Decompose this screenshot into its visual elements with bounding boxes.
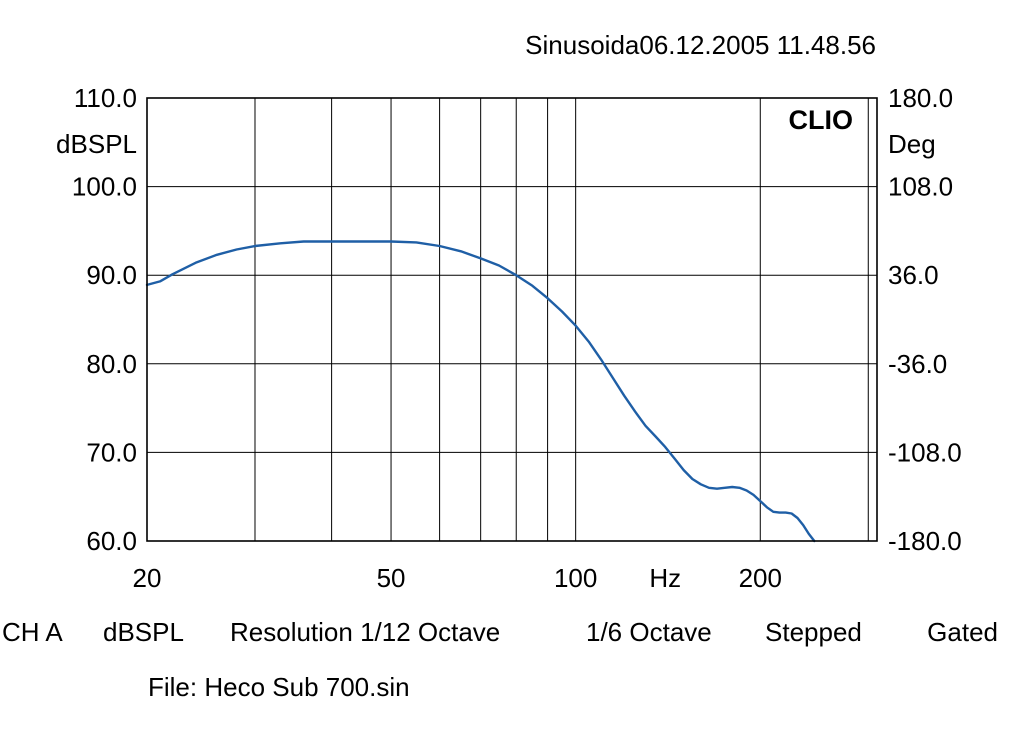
y2-tick-label: 36.0	[888, 260, 939, 290]
x-tick-label: 200	[739, 563, 782, 593]
y-tick-label: 60.0	[86, 526, 137, 556]
y-tick-label: 100.0	[72, 172, 137, 202]
x-tick-label: 100	[554, 563, 597, 593]
tick-label-layer: 60.0 -180.0 70.0 -108.0 80.0 -36.0 90.0 36.0 100…	[72, 83, 962, 593]
y2-tick-label: 108.0	[888, 172, 953, 202]
spl-response-curve	[145, 240, 816, 543]
y-tick-label: 80.0	[86, 349, 137, 379]
y-tick-label: 110.0	[74, 83, 137, 113]
y-tick-label: 70.0	[86, 437, 137, 467]
y2-axis-label: Deg	[888, 129, 936, 159]
y2-tick-label: -36.0	[888, 349, 947, 379]
grid-layer	[147, 98, 877, 541]
y-tick-label: 90.0	[86, 260, 137, 290]
unit-label: dBSPL	[103, 617, 184, 647]
smoothing-label: 1/6 Octave	[586, 617, 712, 647]
clio-brand-label: CLIO	[789, 105, 854, 135]
y2-tick-label: -108.0	[888, 437, 962, 467]
x-axis-label: Hz	[649, 563, 681, 593]
resolution-label: Resolution 1/12 Octave	[230, 617, 500, 647]
y2-tick-label: -180.0	[888, 526, 962, 556]
y-axis-label: dBSPL	[56, 129, 137, 159]
file-label: File: Heco Sub 700.sin	[148, 672, 410, 702]
channel-label: CH A	[2, 617, 63, 647]
x-tick-label: 20	[133, 563, 162, 593]
y2-tick-label: 180.0	[888, 83, 953, 113]
sweep-mode-label: Stepped	[765, 617, 862, 647]
chart-header: Sinusoida06.12.2005 11.48.56	[525, 30, 876, 60]
plot-frame	[146, 97, 878, 542]
x-tick-label: 50	[377, 563, 406, 593]
gating-label: Gated	[927, 617, 998, 647]
